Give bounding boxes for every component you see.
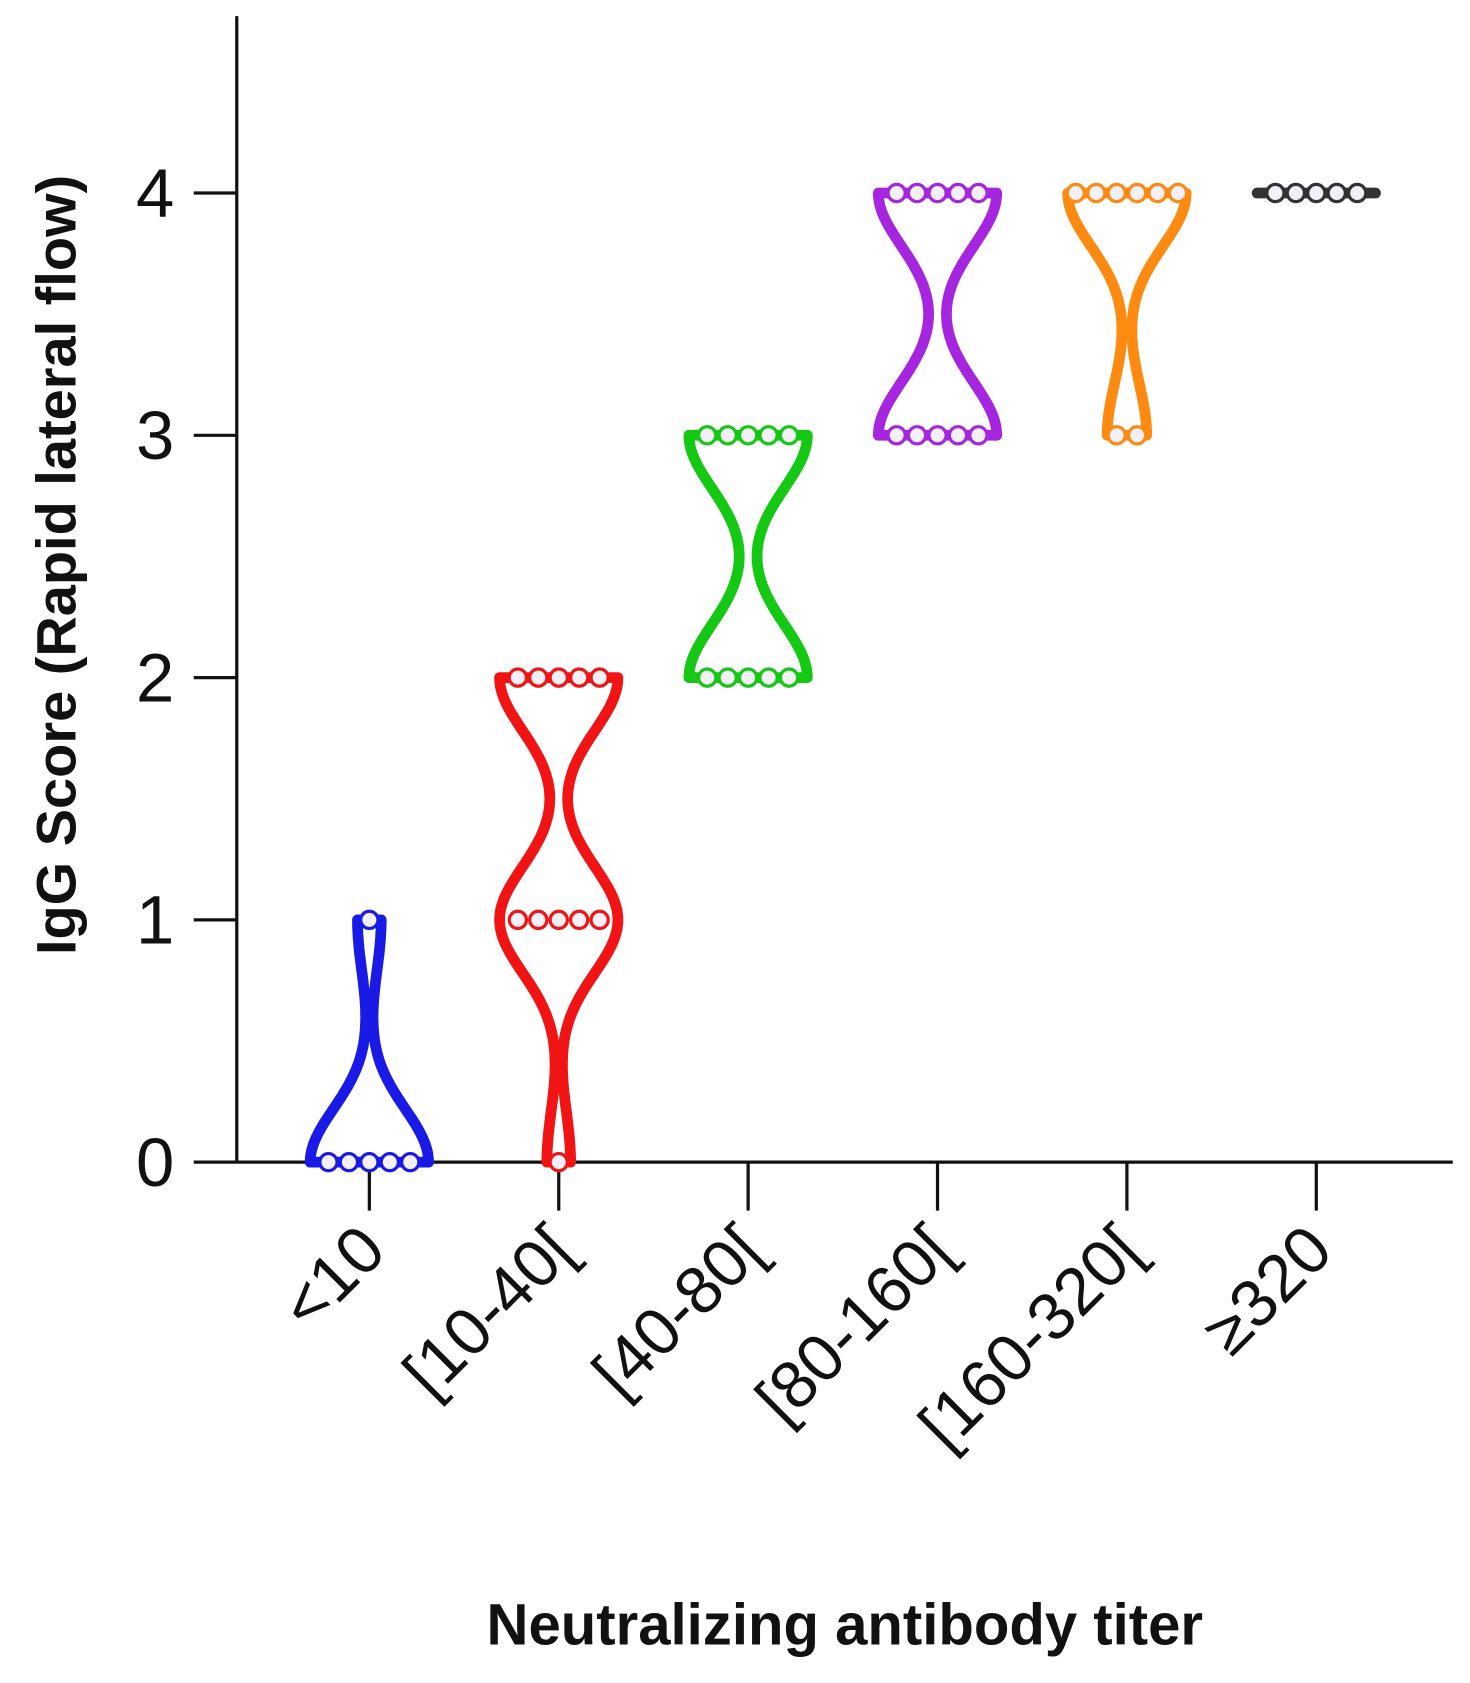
data-point [1306, 182, 1327, 204]
y-tick-label: 4 [136, 155, 174, 232]
data-point [947, 182, 969, 204]
data-point [1126, 425, 1148, 446]
data-point [906, 182, 928, 204]
data-point [548, 909, 569, 931]
data-point [737, 667, 759, 688]
data-point [1265, 182, 1286, 204]
x-tick-label: <10 [267, 1212, 399, 1344]
data-point [778, 667, 800, 688]
y-tick-label: 2 [136, 639, 174, 716]
data-point [548, 1151, 569, 1173]
data-point [1065, 182, 1087, 204]
data-point [886, 425, 907, 446]
data-point [338, 1151, 360, 1173]
data-point [1167, 182, 1189, 204]
data-point [968, 425, 989, 446]
data-point [886, 182, 907, 204]
data-point [379, 1151, 401, 1173]
data-point [548, 667, 569, 688]
violin [304, 914, 434, 1168]
data-point [1326, 182, 1347, 204]
data-point [1285, 182, 1307, 204]
data-point [528, 909, 549, 931]
violin [494, 672, 624, 1168]
data-point [758, 667, 779, 688]
data-point [359, 909, 380, 931]
data-point [927, 182, 948, 204]
data-point [717, 667, 738, 688]
data-point [697, 425, 718, 446]
data-point [737, 425, 759, 446]
data-point [589, 909, 610, 931]
x-axis-label: Neutralizing antibody titer [486, 1592, 1203, 1657]
y-tick-label: 0 [136, 1124, 174, 1201]
data-point [947, 425, 969, 446]
data-point [507, 667, 529, 688]
data-point [1346, 182, 1368, 204]
data-point [1126, 182, 1148, 204]
data-point [507, 909, 529, 931]
violin [1062, 187, 1192, 441]
y-tick-label: 1 [136, 882, 174, 959]
x-tick-label: [10-40[ [390, 1212, 589, 1411]
violin [683, 429, 813, 683]
violin [872, 187, 1003, 441]
data-point [697, 667, 718, 688]
data-point [400, 1151, 421, 1173]
data-point [778, 425, 800, 446]
data-point [1106, 425, 1127, 446]
data-point [927, 425, 948, 446]
data-point [589, 667, 610, 688]
data-point [568, 909, 590, 931]
data-point [717, 425, 738, 446]
data-point [968, 182, 989, 204]
y-axis-label: IgG Score (Rapid lateral flow) [24, 175, 87, 955]
data-point [906, 425, 928, 446]
y-tick-label: 3 [136, 397, 174, 474]
data-point [1086, 182, 1107, 204]
data-point [528, 667, 549, 688]
data-point [359, 1151, 380, 1173]
data-point [318, 1151, 339, 1173]
data-point [758, 425, 779, 446]
data-point [1147, 182, 1168, 204]
data-point [568, 667, 590, 688]
data-point [1106, 182, 1127, 204]
x-tick-label: ≥320 [1189, 1212, 1346, 1369]
